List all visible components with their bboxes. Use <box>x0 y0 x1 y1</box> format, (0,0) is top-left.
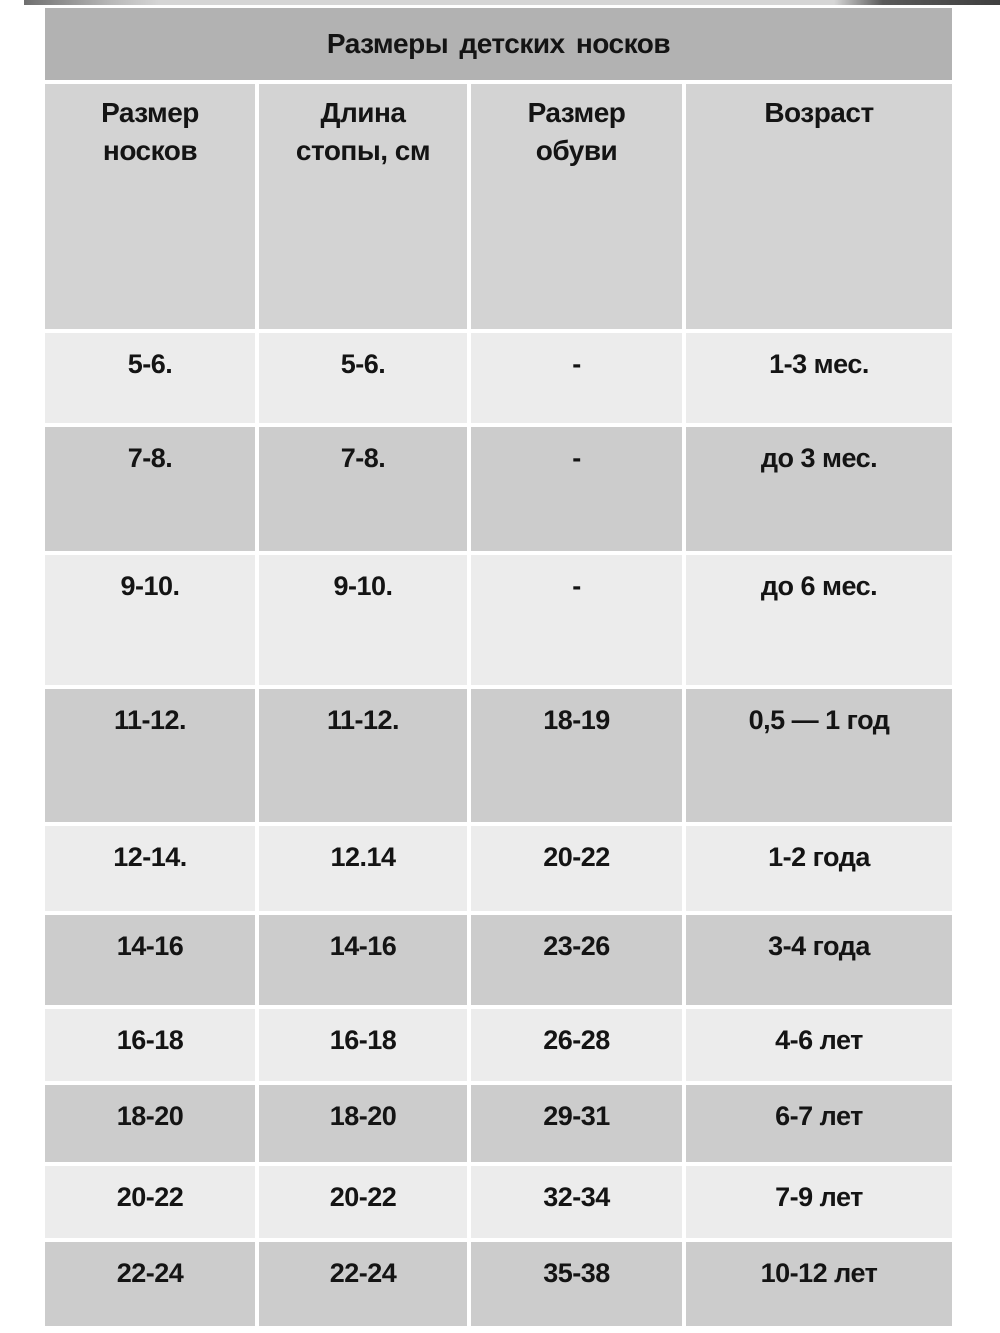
table-cell: 23-26 <box>471 915 682 1005</box>
table-cell: - <box>471 333 682 423</box>
table-cell: 1-2 года <box>686 826 952 911</box>
table-cell: 0,5 — 1 год <box>686 689 952 822</box>
table-cell: 11-12. <box>45 689 255 822</box>
table-cell: до 6 мес. <box>686 555 952 685</box>
table-cell: 6-7 лет <box>686 1085 952 1162</box>
table-cell: 11-12. <box>259 689 467 822</box>
table-cell: 22-24 <box>45 1242 255 1326</box>
kids-socks-size-table: Размеры детских носков Размер носков Дли… <box>45 8 952 1326</box>
table-cell: 29-31 <box>471 1085 682 1162</box>
column-header-shoe-size: Размер обуви <box>471 84 682 329</box>
top-edge-strip <box>24 0 1000 5</box>
table-cell: 14-16 <box>259 915 467 1005</box>
table-cell: - <box>471 427 682 551</box>
table-cell: 18-19 <box>471 689 682 822</box>
table-cell: - <box>471 555 682 685</box>
table-cell: 9-10. <box>45 555 255 685</box>
table-cell: 18-20 <box>45 1085 255 1162</box>
table-cell: 1-3 мес. <box>686 333 952 423</box>
table-cell: 35-38 <box>471 1242 682 1326</box>
table-cell: 7-8. <box>45 427 255 551</box>
column-header-foot-length: Длина стопы, см <box>259 84 467 329</box>
table-cell: 18-20 <box>259 1085 467 1162</box>
column-header-age: Возраст <box>686 84 952 329</box>
table-cell: 5-6. <box>45 333 255 423</box>
table-cell: 20-22 <box>471 826 682 911</box>
table-cell: 7-9 лет <box>686 1166 952 1238</box>
table-cell: 16-18 <box>45 1009 255 1081</box>
table-cell: 20-22 <box>45 1166 255 1238</box>
table-cell: 5-6. <box>259 333 467 423</box>
table-cell: 16-18 <box>259 1009 467 1081</box>
column-header-sock-size: Размер носков <box>45 84 255 329</box>
table-cell: 22-24 <box>259 1242 467 1326</box>
table-cell: 20-22 <box>259 1166 467 1238</box>
table-cell: 10-12 лет <box>686 1242 952 1326</box>
table-cell: 4-6 лет <box>686 1009 952 1081</box>
table-cell: 7-8. <box>259 427 467 551</box>
table-cell: 12-14. <box>45 826 255 911</box>
table-cell: 9-10. <box>259 555 467 685</box>
table-cell: 14-16 <box>45 915 255 1005</box>
table-cell: 26-28 <box>471 1009 682 1081</box>
table-cell: 32-34 <box>471 1166 682 1238</box>
table-cell: 12.14 <box>259 826 467 911</box>
table-title: Размеры детских носков <box>45 8 952 80</box>
table-cell: 3-4 года <box>686 915 952 1005</box>
table-cell: до 3 мес. <box>686 427 952 551</box>
